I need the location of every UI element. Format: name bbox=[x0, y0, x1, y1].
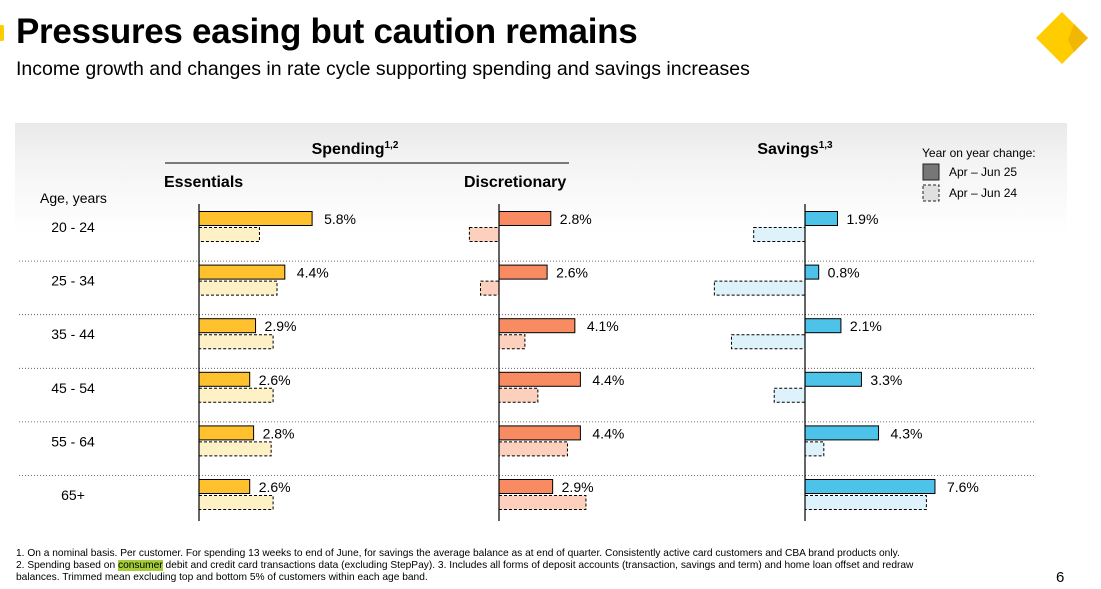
essentials-bar-2025 bbox=[198, 264, 286, 280]
savings-heading: Savings1,3 bbox=[757, 140, 833, 158]
essentials-bar-2025 bbox=[198, 318, 257, 334]
savings-value-label: 1.9% bbox=[846, 211, 878, 227]
footnote-1: 1. On a nominal basis. Per customer. For… bbox=[16, 548, 900, 559]
discretionary-value-label: 2.6% bbox=[556, 265, 588, 281]
page-subtitle: Income growth and changes in rate cycle … bbox=[16, 58, 750, 80]
discretionary-bar-2025 bbox=[498, 264, 548, 280]
footnote-2: 2. Spending based on consumer debit and … bbox=[16, 559, 914, 572]
discretionary-value-label: 4.4% bbox=[592, 425, 624, 441]
discretionary-value-label: 4.4% bbox=[592, 372, 624, 388]
age-axis-label: Age, years bbox=[40, 190, 107, 206]
savings-bar-2025 bbox=[804, 425, 880, 441]
discretionary-value-label: 2.8% bbox=[560, 211, 592, 227]
essentials-bar-2024 bbox=[198, 280, 278, 296]
savings-bar-2025 bbox=[804, 211, 838, 226]
savings-value-label: 7.6% bbox=[947, 479, 979, 495]
legend-label-2025: Apr – Jun 25 bbox=[949, 165, 1017, 179]
essentials-bar-2024 bbox=[198, 387, 274, 403]
discretionary-bar-2024 bbox=[498, 334, 526, 350]
discretionary-bar-2024 bbox=[480, 280, 500, 296]
diamond-logo-icon bbox=[1036, 12, 1088, 64]
essentials-value-label: 2.6% bbox=[259, 372, 291, 388]
legend-title: Year on year change: bbox=[922, 146, 1036, 160]
spending-heading: Spending1,2 bbox=[312, 140, 399, 158]
discretionary-bar-2025 bbox=[498, 318, 576, 334]
page-number: 6 bbox=[1056, 569, 1065, 586]
savings-value-label: 3.3% bbox=[870, 372, 902, 388]
discretionary-bar-2025 bbox=[498, 425, 581, 441]
age-label: 35 - 44 bbox=[51, 326, 95, 342]
discretionary-heading: Discretionary bbox=[464, 174, 566, 191]
savings-value-label: 4.3% bbox=[891, 425, 923, 441]
essentials-value-label: 5.8% bbox=[324, 211, 356, 227]
legend-swatch-2025 bbox=[922, 163, 940, 181]
essentials-bar-2025 bbox=[198, 425, 255, 441]
essentials-value-label: 2.8% bbox=[263, 425, 295, 441]
essentials-value-label: 2.9% bbox=[265, 318, 297, 334]
discretionary-bar-2025 bbox=[498, 371, 581, 387]
legend-swatch-2024 bbox=[922, 184, 940, 202]
discretionary-bar-2025 bbox=[498, 479, 554, 494]
essentials-bar-2024 bbox=[198, 334, 274, 350]
discretionary-bar-2024 bbox=[498, 387, 539, 403]
essentials-bar-2024 bbox=[198, 495, 274, 510]
essentials-bar-2025 bbox=[198, 479, 251, 494]
age-label: 45 - 54 bbox=[51, 380, 95, 396]
savings-value-label: 2.1% bbox=[850, 318, 882, 334]
footnote-3: balances. Trimmed mean excluding top and… bbox=[16, 571, 428, 583]
age-label: 25 - 34 bbox=[51, 273, 95, 289]
savings-bar-2025 bbox=[804, 479, 936, 494]
savings-bar-2024 bbox=[713, 280, 806, 296]
essentials-bar-2025 bbox=[198, 211, 313, 226]
age-label: 20 - 24 bbox=[51, 219, 95, 235]
spending-savings-chart: Spending1,2 Savings1,3 Essentials Discretio… bbox=[19, 140, 1036, 521]
essentials-value-label: 2.6% bbox=[259, 479, 291, 495]
age-label: 65+ bbox=[61, 487, 85, 503]
essentials-bar-2024 bbox=[198, 441, 272, 457]
discretionary-bar-2024 bbox=[498, 495, 587, 510]
age-label: 55 - 64 bbox=[51, 433, 95, 449]
savings-bar-2024 bbox=[804, 441, 825, 457]
footnote-2-end: debit and credit card transactions data … bbox=[162, 559, 914, 571]
footnote-highlight: consumer bbox=[117, 559, 163, 571]
discretionary-bar-2024 bbox=[468, 227, 500, 242]
savings-value-label: 0.8% bbox=[828, 265, 860, 281]
page-title: Pressures easing but caution remains bbox=[16, 12, 638, 51]
savings-bar-2024 bbox=[730, 334, 806, 350]
essentials-value-label: 4.4% bbox=[297, 265, 329, 281]
discretionary-bar-2024 bbox=[498, 441, 568, 457]
chart-panel: Spending1,2 Savings1,3 Essentials Discretio… bbox=[15, 123, 1067, 528]
footnotes: 1. On a nominal basis. Per customer. For… bbox=[16, 548, 913, 583]
accent-marker bbox=[0, 25, 4, 41]
essentials-bar-2024 bbox=[198, 227, 260, 242]
footnote-2-start: 2. Spending based on bbox=[16, 559, 118, 571]
discretionary-value-label: 4.1% bbox=[587, 318, 619, 334]
essentials-heading: Essentials bbox=[164, 174, 243, 191]
savings-bar-2025 bbox=[804, 318, 842, 334]
savings-bar-2025 bbox=[804, 371, 862, 387]
savings-bar-2025 bbox=[804, 264, 820, 280]
essentials-bar-2025 bbox=[198, 371, 251, 387]
savings-bar-2024 bbox=[804, 495, 927, 510]
discretionary-value-label: 2.9% bbox=[562, 479, 594, 495]
legend-label-2024: Apr – Jun 24 bbox=[949, 186, 1017, 200]
savings-bar-2024 bbox=[773, 387, 806, 403]
discretionary-bar-2025 bbox=[498, 211, 552, 226]
savings-bar-2024 bbox=[753, 227, 806, 242]
